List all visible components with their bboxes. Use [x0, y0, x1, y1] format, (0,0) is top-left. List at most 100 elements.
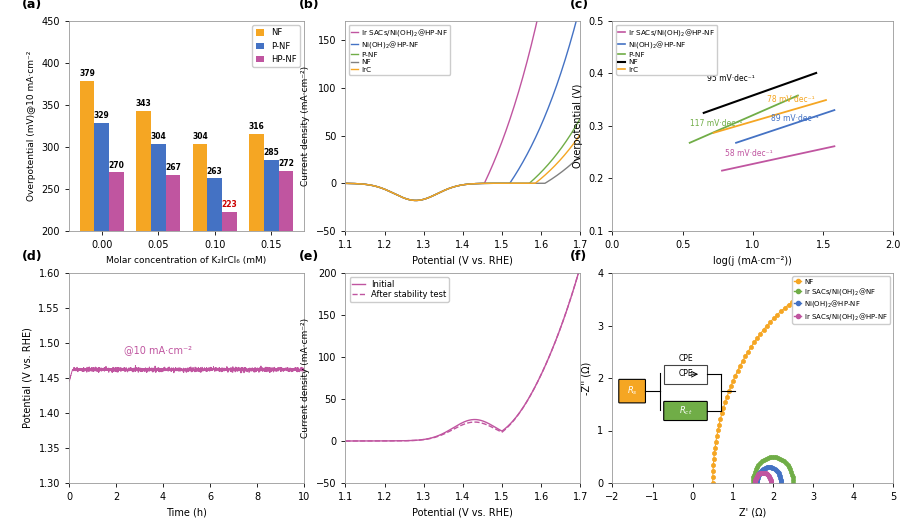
IrC [467, 181, 478, 187]
Text: 343: 343 [135, 99, 151, 108]
IrC [575, 131, 586, 138]
Bar [278, 171, 293, 399]
X-axis label: Time (h): Time (h) [166, 508, 207, 518]
Ir SACs/Ni(OH)$_2$@HP-NF [480, 177, 491, 184]
After stability test [569, 283, 580, 289]
NF [467, 181, 478, 187]
Text: (c): (c) [570, 0, 589, 12]
Ir SACs/Ni(OH)$_2$@HP-NF [467, 181, 478, 187]
Text: (b): (b) [298, 0, 319, 12]
P-NF [575, 116, 586, 122]
Y-axis label: Current density (mA·cm⁻²): Current density (mA·cm⁻²) [301, 318, 310, 438]
Text: 304: 304 [150, 132, 166, 141]
Ni(OH)$_2$@HP-NF [569, 23, 580, 29]
Text: 263: 263 [207, 166, 223, 175]
After stability test [451, 424, 462, 430]
Bar [264, 160, 278, 399]
Text: 117 mV·dec⁻¹: 117 mV·dec⁻¹ [690, 119, 742, 128]
Ir SACs/Ni(OH)$_2$@HP-NF [533, 12, 544, 18]
P-NF [467, 181, 478, 187]
Line: IrC: IrC [345, 134, 580, 201]
Initial [480, 419, 491, 425]
NF [575, 153, 586, 159]
After stability test [575, 264, 586, 270]
NF [411, 197, 422, 204]
X-axis label: log(j (mA·cm⁻²)): log(j (mA·cm⁻²)) [714, 256, 792, 266]
Ir SACs/Ni(OH)$_2$@HP-NF [452, 183, 463, 189]
Bar [166, 175, 181, 399]
Bar [192, 144, 207, 399]
X-axis label: Z' (Ω): Z' (Ω) [740, 508, 766, 518]
Y-axis label: -Z'' (Ω): -Z'' (Ω) [582, 361, 591, 395]
Text: 304: 304 [192, 132, 208, 141]
Bar [95, 123, 109, 399]
P-NF [452, 183, 463, 189]
Line: Ir SACs/Ni(OH)$_2$@HP-NF: Ir SACs/Ni(OH)$_2$@HP-NF [345, 0, 580, 201]
Initial [467, 416, 478, 423]
NF [452, 183, 463, 189]
NF [340, 180, 351, 186]
Y-axis label: Overpotential (V): Overpotential (V) [573, 84, 582, 168]
P-NF [340, 180, 351, 186]
Initial [532, 378, 543, 384]
P-NF [569, 124, 580, 131]
Legend: Ir SACs/Ni(OH)$_2$@HP-NF, Ni(OH)$_2$@HP-NF, P-NF, NF, IrC: Ir SACs/Ni(OH)$_2$@HP-NF, Ni(OH)$_2$@HP-… [616, 25, 717, 75]
NF [533, 180, 544, 186]
Ni(OH)$_2$@HP-NF [467, 181, 478, 187]
Initial [575, 264, 586, 270]
Ni(OH)$_2$@HP-NF [575, 3, 586, 9]
Y-axis label: Potential (V vs. RHE): Potential (V vs. RHE) [23, 328, 33, 428]
Text: 270: 270 [109, 161, 124, 170]
Line: NF: NF [345, 156, 580, 201]
Bar [250, 133, 264, 399]
Text: 316: 316 [249, 122, 264, 131]
Text: (e): (e) [298, 250, 319, 264]
Line: Ni(OH)$_2$@HP-NF: Ni(OH)$_2$@HP-NF [345, 6, 580, 201]
IrC [452, 183, 463, 189]
Initial [453, 422, 464, 428]
IrC [340, 180, 351, 186]
Ir SACs/Ni(OH)$_2$@HP-NF [411, 197, 422, 204]
IrC [411, 197, 422, 204]
Text: @10 mA·cm⁻²: @10 mA·cm⁻² [124, 345, 192, 355]
Ni(OH)$_2$@HP-NF [452, 183, 463, 189]
Bar [151, 144, 166, 399]
Text: 223: 223 [222, 200, 238, 209]
P-NF [411, 197, 422, 204]
Y-axis label: Current density (mA·cm⁻²): Current density (mA·cm⁻²) [301, 66, 310, 186]
Ni(OH)$_2$@HP-NF [453, 182, 464, 188]
After stability test [467, 419, 478, 425]
Initial [340, 438, 351, 444]
Ni(OH)$_2$@HP-NF [533, 128, 544, 134]
X-axis label: Potential (V vs. RHE): Potential (V vs. RHE) [413, 508, 513, 518]
Initial [569, 283, 580, 289]
Text: 267: 267 [165, 163, 181, 172]
Bar [207, 178, 222, 399]
Line: After stability test: After stability test [345, 267, 580, 441]
Text: (f): (f) [570, 250, 588, 264]
Text: (a): (a) [22, 0, 42, 12]
Ir SACs/Ni(OH)$_2$@HP-NF [453, 182, 464, 188]
IrC [569, 139, 580, 145]
NF [480, 180, 491, 186]
Initial [451, 423, 462, 429]
P-NF [533, 172, 544, 178]
Ni(OH)$_2$@HP-NF [411, 197, 422, 204]
IrC [453, 182, 464, 188]
IrC [533, 177, 544, 184]
Legend: NF, P-NF, HP-NF: NF, P-NF, HP-NF [252, 25, 299, 67]
After stability test [480, 421, 491, 427]
IrC [480, 180, 491, 186]
Bar [222, 212, 237, 399]
Ni(OH)$_2$@HP-NF [340, 180, 351, 186]
NF [569, 158, 580, 164]
Text: (d): (d) [22, 250, 42, 264]
After stability test [532, 378, 543, 384]
Legend: Ir SACs/Ni(OH)$_2$@HP-NF, Ni(OH)$_2$@HP-NF, P-NF, NF, IrC: Ir SACs/Ni(OH)$_2$@HP-NF, Ni(OH)$_2$@HP-… [349, 25, 450, 75]
Ir SACs/Ni(OH)$_2$@HP-NF [340, 180, 351, 186]
X-axis label: Molar concentration of K₂IrCl₆ (mM): Molar concentration of K₂IrCl₆ (mM) [107, 256, 266, 265]
Ni(OH)$_2$@HP-NF [480, 180, 491, 186]
Bar [109, 172, 123, 399]
Bar [136, 111, 151, 399]
Text: 58 mV·dec⁻¹: 58 mV·dec⁻¹ [725, 149, 773, 158]
